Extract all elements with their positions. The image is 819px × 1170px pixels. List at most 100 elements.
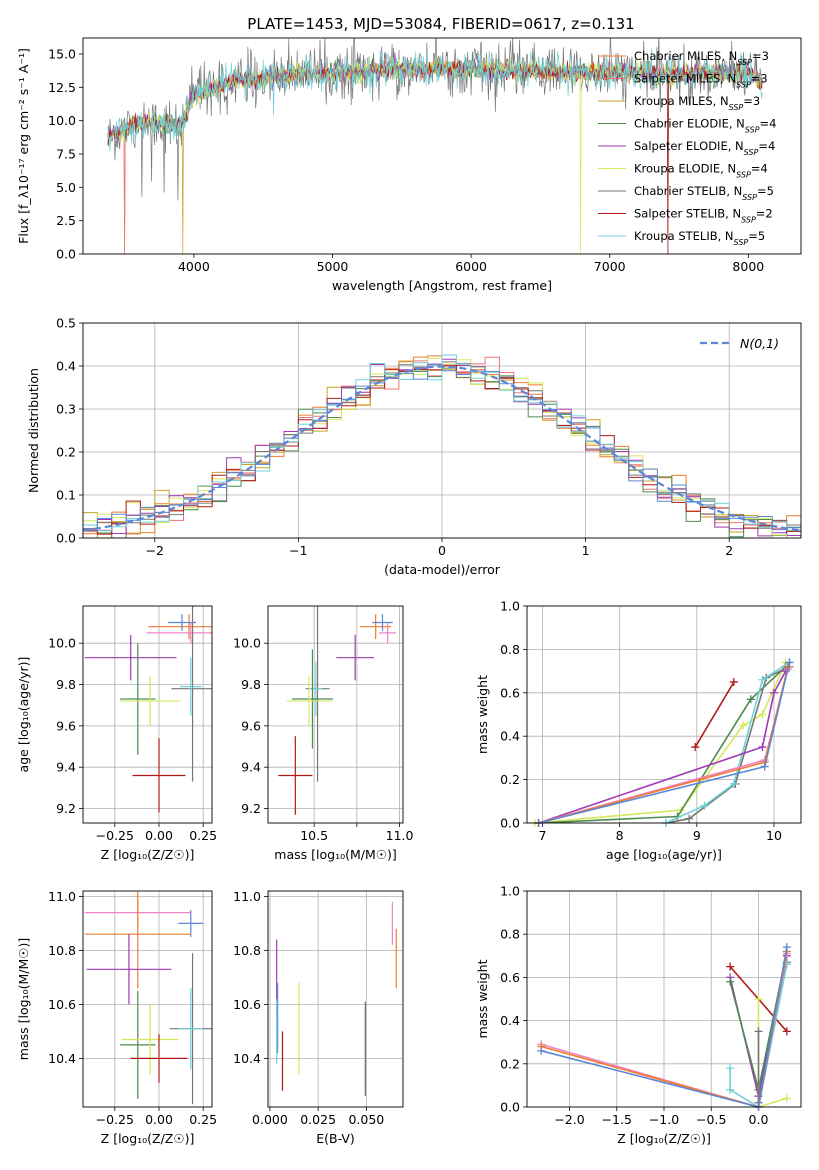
x-tick-label: 0 [438, 543, 446, 558]
weight-marker [691, 743, 700, 752]
weight-marker [785, 658, 794, 667]
y-tick-label: 1.0 [500, 884, 520, 899]
axes-frame [82, 605, 213, 824]
mass-vs-metallicity-panel: −0.25 0.00 0.25 10.4 10.6 10.8 11.0 Z [log₁₀(Z/… [16, 889, 217, 1146]
spectrum-line-kr_stelib [107, 48, 763, 152]
age-vs-mass-panel: 10.5 11.0 9.2 9.4 9.6 9.8 10.0 mass [log₁₀(M/M☉… [233, 605, 414, 862]
y-tick-label: 0.3 [56, 402, 76, 417]
age-vs-metallicity-panel: −0.25 0.00 0.25 9.2 9.4 9.6 9.8 10.0 Z [log₁₀(Z/… [16, 605, 217, 862]
weight-line [538, 668, 789, 823]
y-tick-label: 12.5 [48, 80, 76, 95]
weight-line [540, 947, 788, 1107]
y-tick-label: 9.8 [56, 677, 76, 692]
axes-frame [82, 890, 213, 1108]
y-tick-label: 0.0 [500, 1100, 520, 1115]
normal-reference-curve [83, 365, 801, 532]
weight-marker [537, 1046, 546, 1055]
axes-frame [267, 605, 404, 824]
x-tick-label: 7000 [594, 259, 626, 274]
legend-entry: Kroupa STELIB, NSSP=5 [634, 229, 765, 247]
y-tick-label: 9.2 [241, 801, 261, 816]
y-tick-label: 0.8 [500, 642, 520, 657]
y-tick-label: 9.6 [241, 718, 261, 733]
y-tick-label: 0.4 [500, 1013, 520, 1028]
x-axis-label: mass [log₁₀(M/M☉)] [274, 847, 396, 862]
y-tick-label: 10.6 [48, 997, 76, 1012]
y-tick-label: 2.5 [56, 213, 76, 228]
x-tick-label: 7 [538, 828, 546, 843]
y-tick-label: 5.0 [56, 180, 76, 195]
y-axis-label: mass weight [475, 959, 490, 1038]
y-tick-label: 9.4 [241, 760, 261, 775]
y-tick-label: 10.8 [48, 943, 76, 958]
weight-marker [729, 779, 738, 788]
x-tick-label: 0.050 [348, 1112, 384, 1127]
weight-line [694, 681, 735, 748]
x-tick-label: 1 [582, 543, 590, 558]
weight-marker [685, 814, 694, 823]
y-tick-label: 10.0 [48, 113, 76, 128]
y-tick-label: 0.4 [56, 359, 76, 374]
weight-vs-metallicity-panel: −2.0 −1.5 −1.0 −0.5 0.0 0.0 0.2 0.4 0.6 0.8 1.0 Z [… [475, 884, 802, 1146]
weight-marker [700, 801, 709, 810]
figure-title: PLATE=1453, MJD=53084, FIBERID=0617, z=0… [247, 15, 634, 33]
weight-marker [754, 1027, 763, 1036]
weight-marker [726, 962, 735, 971]
y-tick-label: 0.6 [500, 685, 520, 700]
x-tick-label: 0.25 [189, 828, 217, 843]
legend-entry: Kroupa ELODIE, NSSP=4 [634, 162, 768, 180]
x-axis-label: (data-model)/error [384, 562, 501, 577]
y-tick-label: 11.0 [48, 889, 76, 904]
weight-marker [739, 721, 748, 730]
x-tick-label: 0.00 [145, 1112, 173, 1127]
y-tick-label: 10.4 [233, 1051, 261, 1066]
weight-marker [754, 995, 763, 1003]
weight-line [538, 666, 789, 823]
weight-marker [729, 677, 738, 686]
x-tick-label: −2.0 [554, 1112, 584, 1127]
y-tick-label: 0.2 [56, 445, 76, 460]
x-tick-label: −1.5 [602, 1112, 632, 1127]
spectrum-line-sa_stelib [107, 58, 763, 254]
x-axis-label: E(B-V) [316, 1131, 355, 1146]
y-tick-label: 10.8 [233, 943, 261, 958]
weight-vs-age-panel: 7 8 9 10 0.0 0.2 0.4 0.6 0.8 1.0 age [log₁₀(age/yr… [475, 599, 802, 862]
y-tick-label: 0.8 [500, 927, 520, 942]
legend-entry: Kroupa MILES, NSSP=3 [634, 94, 760, 112]
y-axis-label: mass [log₁₀(M/M☉)] [16, 938, 31, 1060]
legend-entry: N(0,1) [740, 336, 779, 351]
weight-marker [782, 1094, 791, 1103]
x-tick-label: −0.5 [696, 1112, 726, 1127]
weight-marker [726, 1064, 735, 1073]
axes-frame [526, 890, 802, 1108]
axes-frame [82, 322, 802, 539]
histogram-blue [83, 364, 801, 534]
y-tick-label: 9.2 [56, 801, 76, 816]
x-tick-label: 0.0 [749, 1112, 769, 1127]
y-tick-label: 0.5 [56, 316, 76, 331]
y-axis-label: mass weight [475, 675, 490, 754]
x-tick-label: 0.025 [300, 1112, 336, 1127]
axes-frame [267, 890, 404, 1108]
x-tick-label: 5000 [317, 259, 349, 274]
weight-marker [758, 675, 767, 684]
x-tick-label: 11.0 [386, 828, 414, 843]
legend-entry: Chabrier STELIB, NSSP=5 [634, 184, 774, 202]
weight-line [538, 666, 787, 823]
weight-marker [769, 688, 778, 697]
x-tick-label: 0.25 [189, 1112, 217, 1127]
x-tick-label: 8000 [732, 259, 764, 274]
y-tick-label: 0.4 [500, 729, 520, 744]
y-tick-label: 0.0 [56, 531, 76, 546]
axes-frame [82, 37, 802, 255]
weight-marker [758, 710, 767, 719]
y-axis-label: Flux [f_λ10⁻¹⁷ erg cm⁻² s⁻¹ A⁻¹] [16, 48, 31, 244]
y-tick-label: 15.0 [48, 47, 76, 62]
x-tick-label: −2 [146, 543, 164, 558]
y-tick-label: 0.2 [500, 772, 520, 787]
spectrum-panel: 4000 5000 6000 7000 8000 0.0 2.5 5.0 7.5 10.0 12.5… [16, 37, 802, 293]
y-tick-label: 9.4 [56, 760, 76, 775]
weight-marker [726, 1085, 735, 1094]
y-tick-label: 0.0 [56, 247, 76, 262]
